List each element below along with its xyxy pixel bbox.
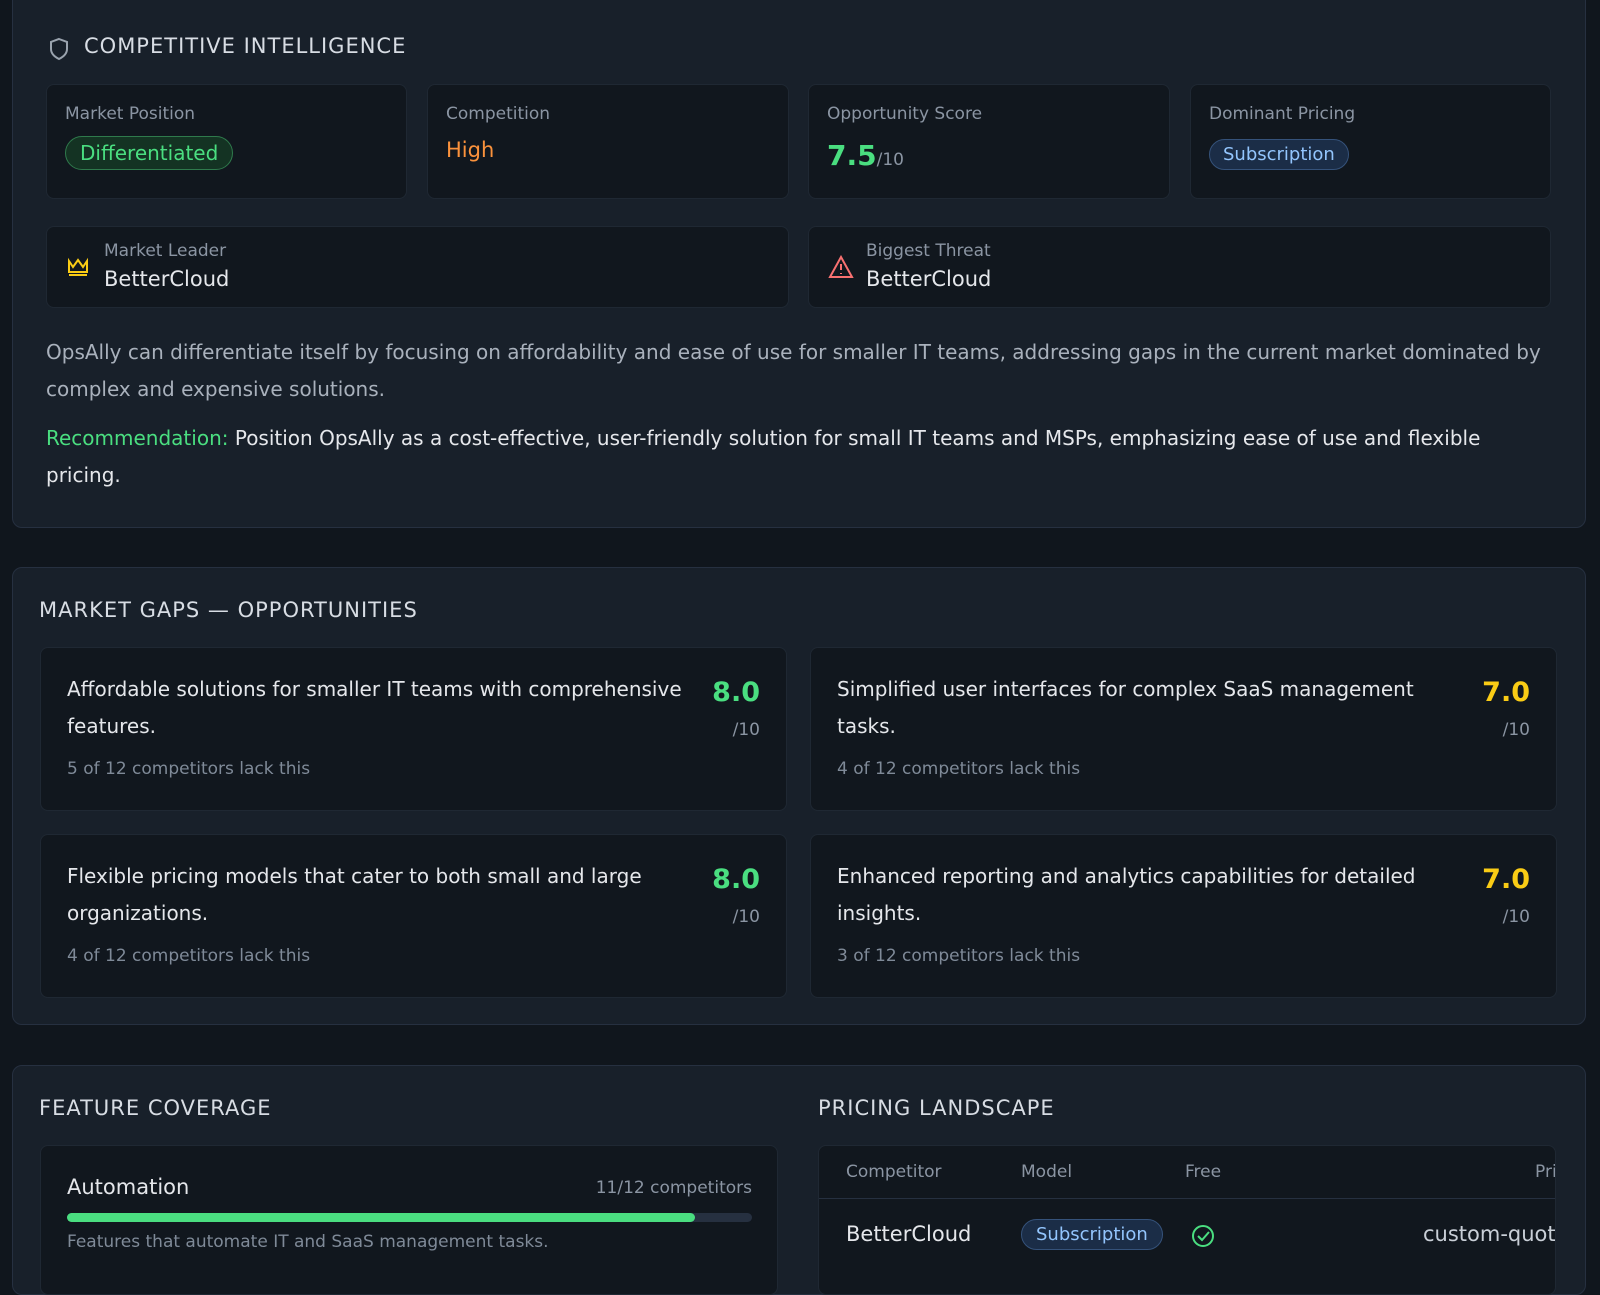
gap-text: Affordable solutions for smaller IT team… [67, 677, 682, 738]
price: custom-quote [1423, 1222, 1556, 1246]
gap-card [810, 647, 1557, 811]
leader-card [46, 226, 789, 308]
section-title: FEATURE COVERAGE [39, 1096, 272, 1120]
gap-score: 7.0 [1482, 864, 1530, 895]
gap-card [40, 834, 787, 998]
gap-score-suffix: /10 [1502, 720, 1530, 740]
model-pill: Subscription [1021, 1219, 1163, 1250]
progress-track [67, 1213, 752, 1222]
column-header: Price [1535, 1162, 1555, 1182]
gap-text: Enhanced reporting and analytics capabil… [837, 864, 1416, 925]
stat-card [808, 84, 1170, 199]
leader-value: BetterCloud [104, 267, 230, 291]
feature-name: Automation [67, 1175, 190, 1199]
column-header: Free [1185, 1162, 1222, 1182]
leader-label: Market Leader [104, 241, 227, 261]
row-divider [819, 1198, 1555, 1199]
gap-note: 4 of 12 competitors lack this [837, 759, 1081, 779]
gap-score-suffix: /10 [732, 907, 760, 927]
gap-text: Flexible pricing models that cater to bo… [67, 864, 642, 925]
warning-icon [828, 255, 854, 278]
stat-label: Opportunity Score [827, 104, 983, 124]
summary: OpsAlly can differentiate itself by focu… [46, 340, 1541, 401]
stat-card [427, 84, 789, 199]
gap-score-suffix: /10 [732, 720, 760, 740]
section-title: PRICING LANDSCAPE [818, 1096, 1055, 1120]
gap-score: 8.0 [712, 677, 760, 708]
stat-label: Dominant Pricing [1209, 104, 1356, 124]
competition-value: High [446, 138, 495, 162]
stat-label: Market Position [65, 104, 196, 124]
recommendation-label: Recommendation: [46, 426, 229, 450]
crown-icon [68, 257, 88, 276]
column-header: Model [1021, 1162, 1073, 1182]
score-suffix: /10 [876, 150, 904, 170]
page: COMPETITIVE INTELLIGENCE Market Position… [12, 0, 1586, 1295]
feature-count: 11/12 competitors [595, 1178, 752, 1198]
gap-score: 8.0 [712, 864, 760, 895]
recommendation: Recommendation: Position OpsAlly as a co… [46, 420, 1556, 494]
score: 7.5 [827, 139, 877, 172]
gap-note: 3 of 12 competitors lack this [837, 946, 1081, 966]
pricing-table: Competitor Model Free Price BetterCloud … [818, 1145, 1556, 1295]
gap-card [810, 834, 1557, 998]
section-title: MARKET GAPS — OPPORTUNITIES [39, 598, 418, 622]
threat-card [808, 226, 1551, 308]
position-pill: Differentiated [65, 136, 234, 170]
shield-icon [50, 37, 68, 61]
gap-score: 7.0 [1482, 677, 1530, 708]
pricing-pill: Subscription [1209, 139, 1349, 170]
gap-score-suffix: /10 [1502, 907, 1530, 927]
section-title: COMPETITIVE INTELLIGENCE [84, 34, 407, 58]
competitor: BetterCloud [846, 1222, 972, 1246]
gap-note: 5 of 12 competitors lack this [67, 759, 311, 779]
recommendation-text: Position OpsAlly as a cost-effective, us… [46, 426, 1481, 487]
gap-card [40, 647, 787, 811]
stat-label: Competition [446, 104, 551, 124]
threat-label: Biggest Threat [866, 241, 991, 261]
threat-value: BetterCloud [866, 267, 992, 291]
column-header: Competitor [846, 1162, 942, 1182]
free-check-icon [1192, 1225, 1214, 1247]
score-wrap: 7.5/10 [827, 139, 904, 172]
progress-bar [67, 1213, 695, 1222]
feature-description: Features that automate IT and SaaS manag… [67, 1232, 549, 1252]
gap-text: Simplified user interfaces for complex S… [837, 677, 1414, 738]
gap-note: 4 of 12 competitors lack this [67, 946, 311, 966]
